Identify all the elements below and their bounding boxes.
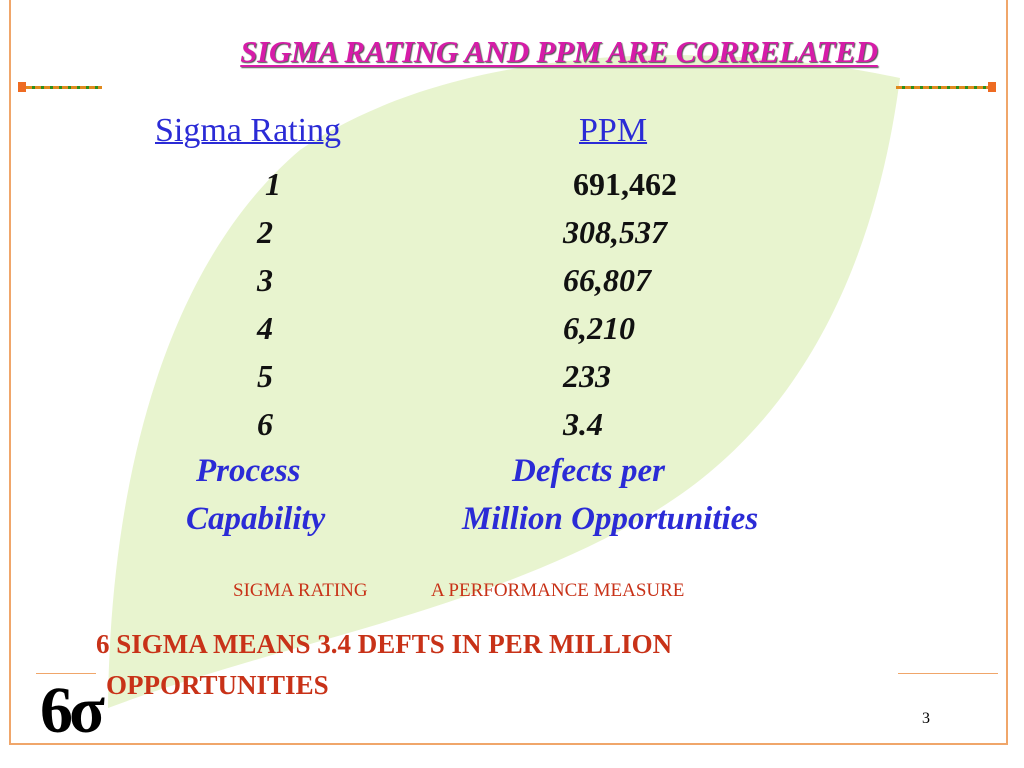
right-rule-cap xyxy=(988,82,996,92)
ppm-value: 6,210 xyxy=(563,310,635,346)
right-rule xyxy=(896,86,988,89)
note-line-2: OPPORTUNITIES xyxy=(106,670,329,700)
slide-title: SIGMA RATING AND PPM ARE CORRELATED xyxy=(240,34,878,69)
leaf-shape xyxy=(108,55,900,709)
six-sigma-note: 6 SIGMA MEANS 3.4 DEFTS IN PER MILLION O… xyxy=(96,624,856,706)
sigma-value: 2 xyxy=(257,214,273,250)
performance-measure-label: A PERFORMANCE MEASURE xyxy=(431,580,685,601)
ppm-value: 233 xyxy=(563,358,611,394)
million-opportunities-caption: Million Opportunities xyxy=(462,501,759,537)
footer-rule-left xyxy=(36,673,96,674)
sigma-value: 1 xyxy=(265,166,281,202)
footer-rule-right xyxy=(898,673,998,674)
left-rule-cap xyxy=(18,82,26,92)
sigma-value: 4 xyxy=(257,310,273,346)
ppm-value: 691,462 xyxy=(573,166,677,202)
ppm-value: 66,807 xyxy=(563,262,651,298)
left-rule xyxy=(26,86,102,89)
page-number: 3 xyxy=(922,710,930,727)
ppm-header: PPM xyxy=(579,112,648,149)
ppm-value: 3.4 xyxy=(563,406,603,442)
ppm-value: 308,537 xyxy=(563,214,667,250)
sigma-rating-label: SIGMA RATING xyxy=(233,580,368,601)
capability-caption: Capability xyxy=(186,501,326,537)
sigma-value: 3 xyxy=(257,262,273,298)
sigma-rating-header: Sigma Rating xyxy=(155,112,342,149)
six-sigma-logo: 6σ xyxy=(40,674,105,747)
sigma-value: 5 xyxy=(257,358,273,394)
note-line-1: 6 SIGMA MEANS 3.4 DEFTS IN PER MILLION xyxy=(96,629,673,659)
defects-per-caption: Defects per xyxy=(512,453,666,489)
slide-border xyxy=(9,0,1008,745)
sigma-value: 6 xyxy=(257,406,273,442)
process-caption: Process xyxy=(196,453,301,489)
